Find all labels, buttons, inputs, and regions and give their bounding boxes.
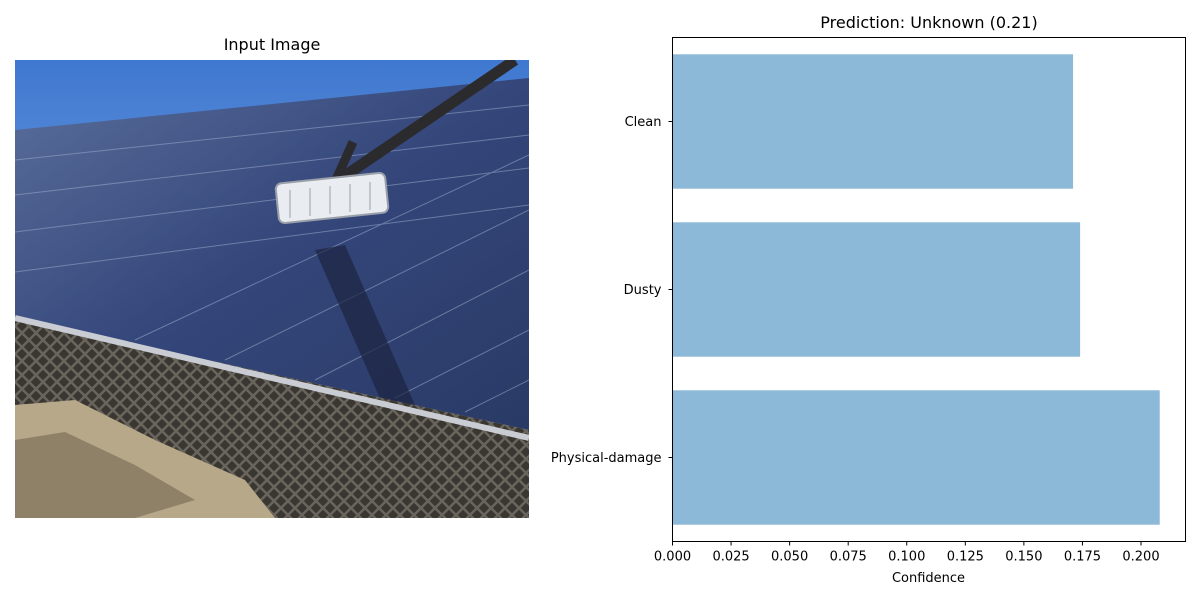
x-tick-label: 0.150 [1005,550,1042,565]
x-tick-label: 0.125 [947,550,984,565]
bar-clean [672,54,1074,189]
solar-panel-photo [15,60,529,518]
chart-title: Prediction: Unknown (0.21) [820,13,1038,32]
image-panel-title: Input Image [223,35,321,54]
x-tick-label: 0.025 [712,550,749,565]
bar-physical-damage [672,390,1160,525]
y-tick-label: Clean [625,115,662,130]
y-tick-label: Dusty [624,283,662,298]
y-tick-label: Physical-damage [551,451,662,466]
x-tick-label: 0.100 [888,550,925,565]
x-tick-label: 0.200 [1122,550,1159,565]
x-tick-label: 0.075 [830,550,867,565]
x-tick-label: 0.050 [771,550,808,565]
x-tick-label: 0.000 [654,550,691,565]
bar-dusty [672,222,1081,357]
x-tick-label: 0.175 [1064,550,1101,565]
plot-frame [672,37,1186,542]
x-axis-label: Confidence [892,571,965,586]
